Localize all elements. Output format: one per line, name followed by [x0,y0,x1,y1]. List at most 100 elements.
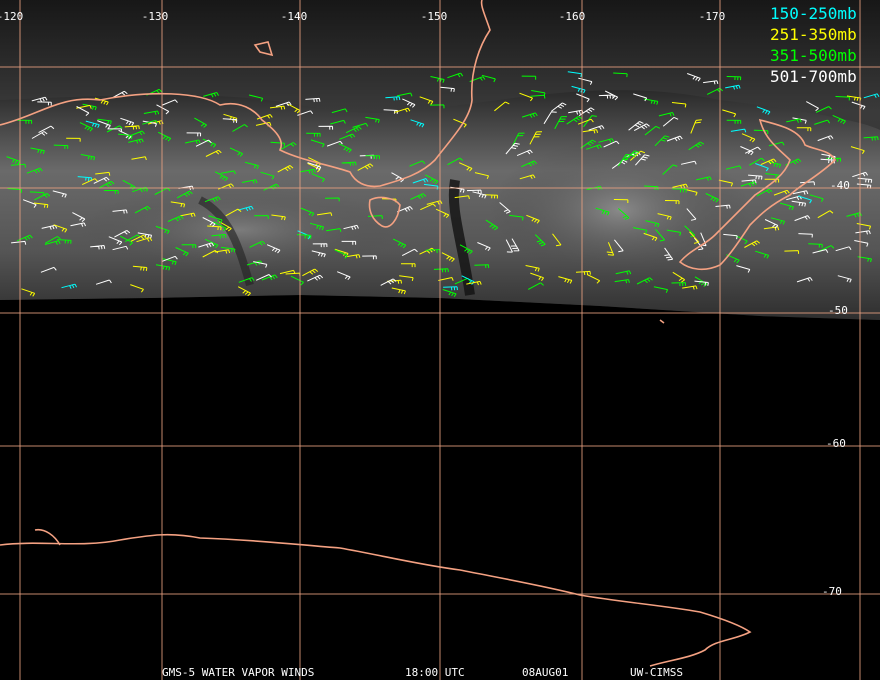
wind-barb [576,93,590,103]
wind-barb [817,210,834,219]
wind-barb [696,176,712,181]
wind-barb [118,133,133,140]
wind-barb [419,96,434,105]
wind-barb [578,77,593,85]
wind-barb [112,245,129,251]
wind-barb [850,146,865,154]
wind-barb [595,207,610,216]
wind-barb [773,189,790,196]
wind-barb [629,150,646,161]
wind-barb [740,181,757,187]
wind-barb [505,239,513,253]
wind-barb [365,155,380,160]
wind-barb [577,118,594,125]
wind-barb [798,233,813,238]
wind-barb [614,279,630,284]
wind-barb [114,230,131,238]
wind-barb [248,94,264,102]
wind-barb [485,219,499,231]
wind-barb [253,261,268,268]
wind-barb [57,239,72,244]
latitude-label: -50 [828,304,848,317]
wind-barb [615,270,632,275]
wind-barb [202,138,217,148]
wind-barb [558,276,573,284]
wind-barb [808,243,823,248]
wind-barb [326,228,342,232]
wind-barb [851,101,866,110]
wind-barb [208,215,223,224]
wind-barb [77,176,93,182]
wind-barb [671,102,687,108]
wind-barb [17,119,33,124]
wind-barb [155,225,170,234]
wind-barb [516,149,533,157]
wind-barb [694,237,704,251]
wind-barb [214,249,231,254]
wind-barb [430,76,445,83]
wind-barb [726,119,742,124]
wind-barb [345,126,362,134]
wind-barb [316,212,333,216]
wind-barb [261,274,278,281]
wind-barb [198,242,215,248]
wind-barb [749,157,765,166]
wind-barb [52,190,67,198]
longitude-label: -160 [559,10,586,23]
wind-barb [31,96,48,103]
wind-barb [21,288,36,297]
wind-barb [686,208,697,221]
wind-barb [194,117,208,128]
wind-barb [130,234,147,242]
wind-barb [410,119,425,128]
wind-barb [582,129,599,134]
wind-barb [606,242,615,256]
wind-barb [263,183,280,191]
wind-barb [162,255,178,262]
wind-barb [112,209,128,214]
wind-barb [603,140,620,148]
wind-barb [402,98,416,108]
wind-barb [552,233,562,247]
wind-barb [586,274,601,284]
wind-barb [443,286,458,291]
wind-barb [33,202,49,209]
wind-barb [167,215,184,222]
wind-barb [760,158,777,166]
wind-barb [53,144,69,149]
wind-barb [662,116,679,127]
wind-barb [338,143,352,153]
graticule-labels: -120 -130 -140 -150 -160 -170 -40 -50 -60 -70 [0,10,850,598]
wind-barb [525,265,540,272]
longitude-label: -130 [142,10,169,23]
wind-barb [655,228,665,242]
wind-barb [38,125,55,134]
wind-barb [705,193,719,203]
wind-barb [184,139,201,144]
wind-barb [331,108,348,114]
wind-barb [725,165,742,170]
wind-barb [633,123,650,132]
wind-barb [521,112,538,118]
wind-barb [688,141,705,151]
wind-barb [306,132,321,137]
wind-barb [770,217,786,225]
wind-barb [81,178,98,186]
wind-barb [76,105,90,116]
wind-barb [815,106,832,113]
wind-barb [726,76,742,81]
wind-barb [643,232,658,242]
wind-barb [249,240,266,248]
wind-barb [578,107,595,117]
wind-barb [337,271,351,281]
wind-barb [312,243,328,248]
wind-barb [157,131,172,142]
wind-barb [108,236,123,246]
wind-barb [519,92,533,102]
wind-barb [666,135,683,142]
wind-barb [664,200,680,205]
wind-barb [290,275,304,286]
wind-barb [852,171,869,178]
